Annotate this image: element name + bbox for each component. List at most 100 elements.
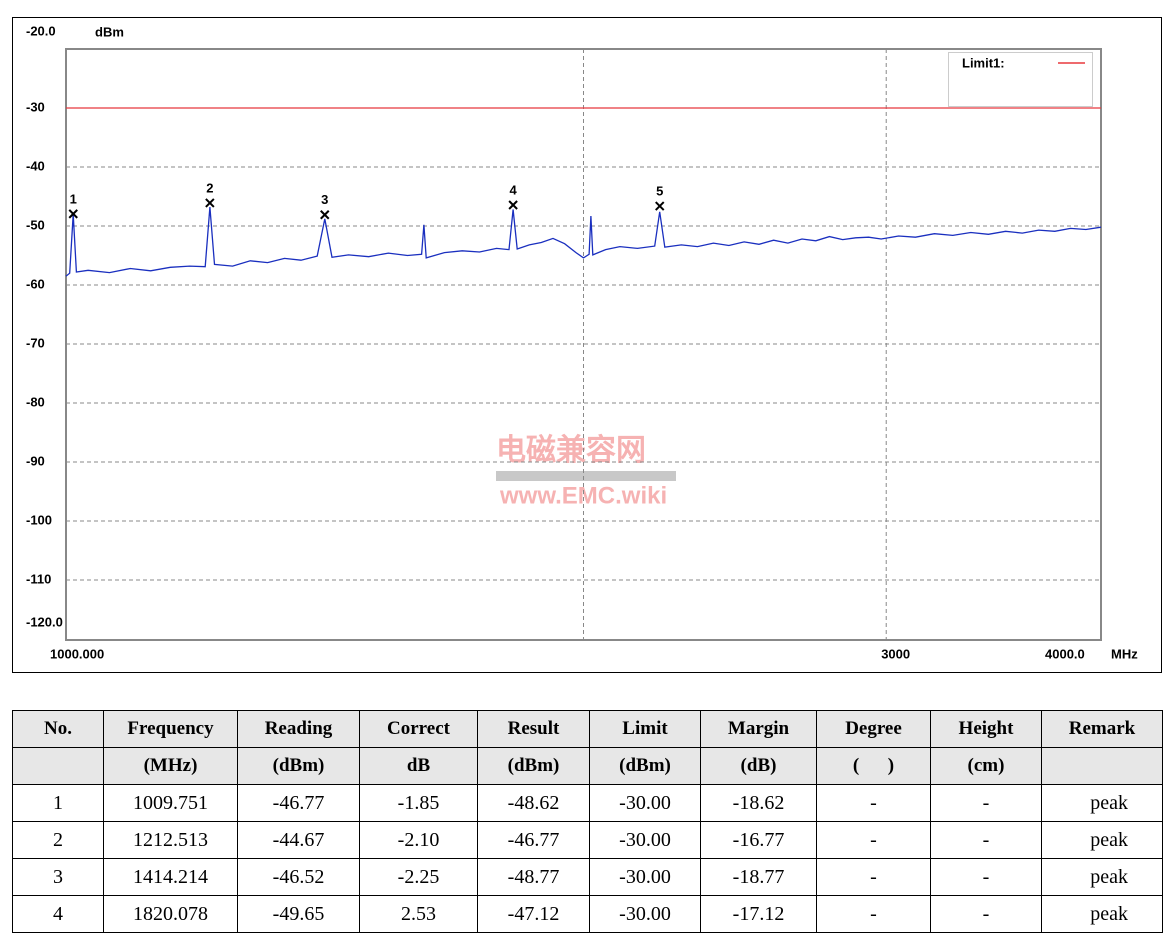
table-row: 4 1820.078 -49.65 2.53 -47.12 -30.00 -17.12- - p… [12,895,1163,933]
table-row: 3 1414.214 -46.52 -2.25 -48.77 -30.00 -18.77- -… [12,858,1163,896]
table-cell: -17.12 [700,895,817,933]
result-table: No. Frequency Reading Correct Result Limit Mar… [12,710,1163,933]
table-cell: - [930,895,1042,933]
column-unit: (dBm) [237,747,360,785]
column-header: No. [12,710,104,748]
column-header: Degree [816,710,931,748]
column-unit: ( ) [816,747,931,785]
y-tick-label: -70 [26,335,45,350]
table-cell: -30.00 [589,784,701,822]
peak-marker [68,209,78,219]
marker-cross [508,200,518,210]
table-cell: 3 [12,858,104,896]
table-cell: - [816,895,931,933]
peak-marker [655,201,665,211]
peak-marker [508,200,518,210]
chart: dBm MHz 电磁兼容网 www.EMC.wiki -20.0-30-40-5… [12,17,1162,673]
column-header: Reading [237,710,360,748]
y-tick-label: -30 [26,99,45,114]
column-unit: dB [359,747,478,785]
column-unit: (dBm) [477,747,590,785]
table-cell: -1.85 [359,784,478,822]
column-unit: (MHz) [103,747,238,785]
column-unit: (dBm) [589,747,701,785]
column-header: Margin [700,710,817,748]
table-cell: -49.65 [237,895,360,933]
table-cell: -46.52 [237,858,360,896]
x-axis-unit: MHz [1111,646,1138,661]
table-cell: -47.12 [477,895,590,933]
y-tick-label: -80 [26,394,45,409]
marker-label: 5 [656,184,663,199]
y-tick-label: -20.0 [26,23,56,38]
x-tick-label: 3000 [881,646,910,661]
peak-marker [205,198,215,208]
header-row: (MHz) (dBm) dB (dBm) (dBm) (dB)( ) (cm) [12,747,1163,785]
column-header: Limit [589,710,701,748]
table-cell: -18.62 [700,784,817,822]
y-tick-label: -100 [26,512,52,527]
column-header: Remark [1041,710,1163,748]
table-cell: 2.53 [359,895,478,933]
table-cell: -30.00 [589,821,701,859]
table-cell: -30.00 [589,858,701,896]
column-unit [12,747,104,785]
watermark: 电磁兼容网 [496,433,646,467]
table-cell: -16.77 [700,821,817,859]
table-row: 2 1212.513 -44.67 -2.10 -46.77 -30.00 -16.77- -… [12,821,1163,859]
table-cell: -44.67 [237,821,360,859]
table-cell: - [816,784,931,822]
table-cell: peak [1041,895,1163,933]
table-cell: - [930,784,1042,822]
table-cell: -30.00 [589,895,701,933]
marker-label: 1 [70,191,77,206]
y-tick-label: -40 [26,158,45,173]
table-cell: - [816,821,931,859]
y-tick-label: -110 [26,571,51,586]
y-axis-unit: dBm [95,24,124,39]
column-header: Correct [359,710,478,748]
marker-cross [68,209,78,219]
marker-cross [205,198,215,208]
column-unit: (dB) [700,747,817,785]
table-row: 1 1009.751 -46.77 -1.85 -48.62 -30.00 -18.62- -… [12,784,1163,822]
table-cell: -46.77 [237,784,360,822]
table-cell: -18.77 [700,858,817,896]
watermark-bar [496,471,676,481]
series-line [65,207,1102,277]
table-cell: -46.77 [477,821,590,859]
legend-box [948,52,1093,107]
y-tick-label: -120.0 [26,614,63,629]
legend-label: Limit1: [962,55,1005,70]
table-cell: -2.10 [359,821,478,859]
table-cell: 2 [12,821,104,859]
column-unit [1041,747,1163,785]
marker-cross [655,201,665,211]
y-tick-label: -90 [26,453,45,468]
table-cell: 4 [12,895,104,933]
table-cell: -48.62 [477,784,590,822]
table-cell: 1 [12,784,104,822]
x-tick-label: 4000.0 [1045,646,1085,661]
marker-label: 3 [321,192,328,207]
header-row: No. Frequency Reading Correct Result Limit Mar… [12,710,1163,748]
table-cell: - [930,821,1042,859]
y-tick-label: -60 [26,276,45,291]
column-header: Result [477,710,590,748]
table-cell: 1414.214 [103,858,238,896]
marker-label: 2 [206,180,213,195]
column-unit: (cm) [930,747,1042,785]
x-tick-label: 1000.000 [50,646,104,661]
table-cell: peak [1041,858,1163,896]
peak-marker [320,210,330,220]
table-cell: peak [1041,784,1163,822]
table-cell: peak [1041,821,1163,859]
column-header: Frequency [103,710,238,748]
table-cell: 1820.078 [103,895,238,933]
table-cell: - [816,858,931,896]
marker-cross [320,210,330,220]
table-cell: -48.77 [477,858,590,896]
column-header: Height [930,710,1042,748]
marker-label: 4 [510,182,518,197]
